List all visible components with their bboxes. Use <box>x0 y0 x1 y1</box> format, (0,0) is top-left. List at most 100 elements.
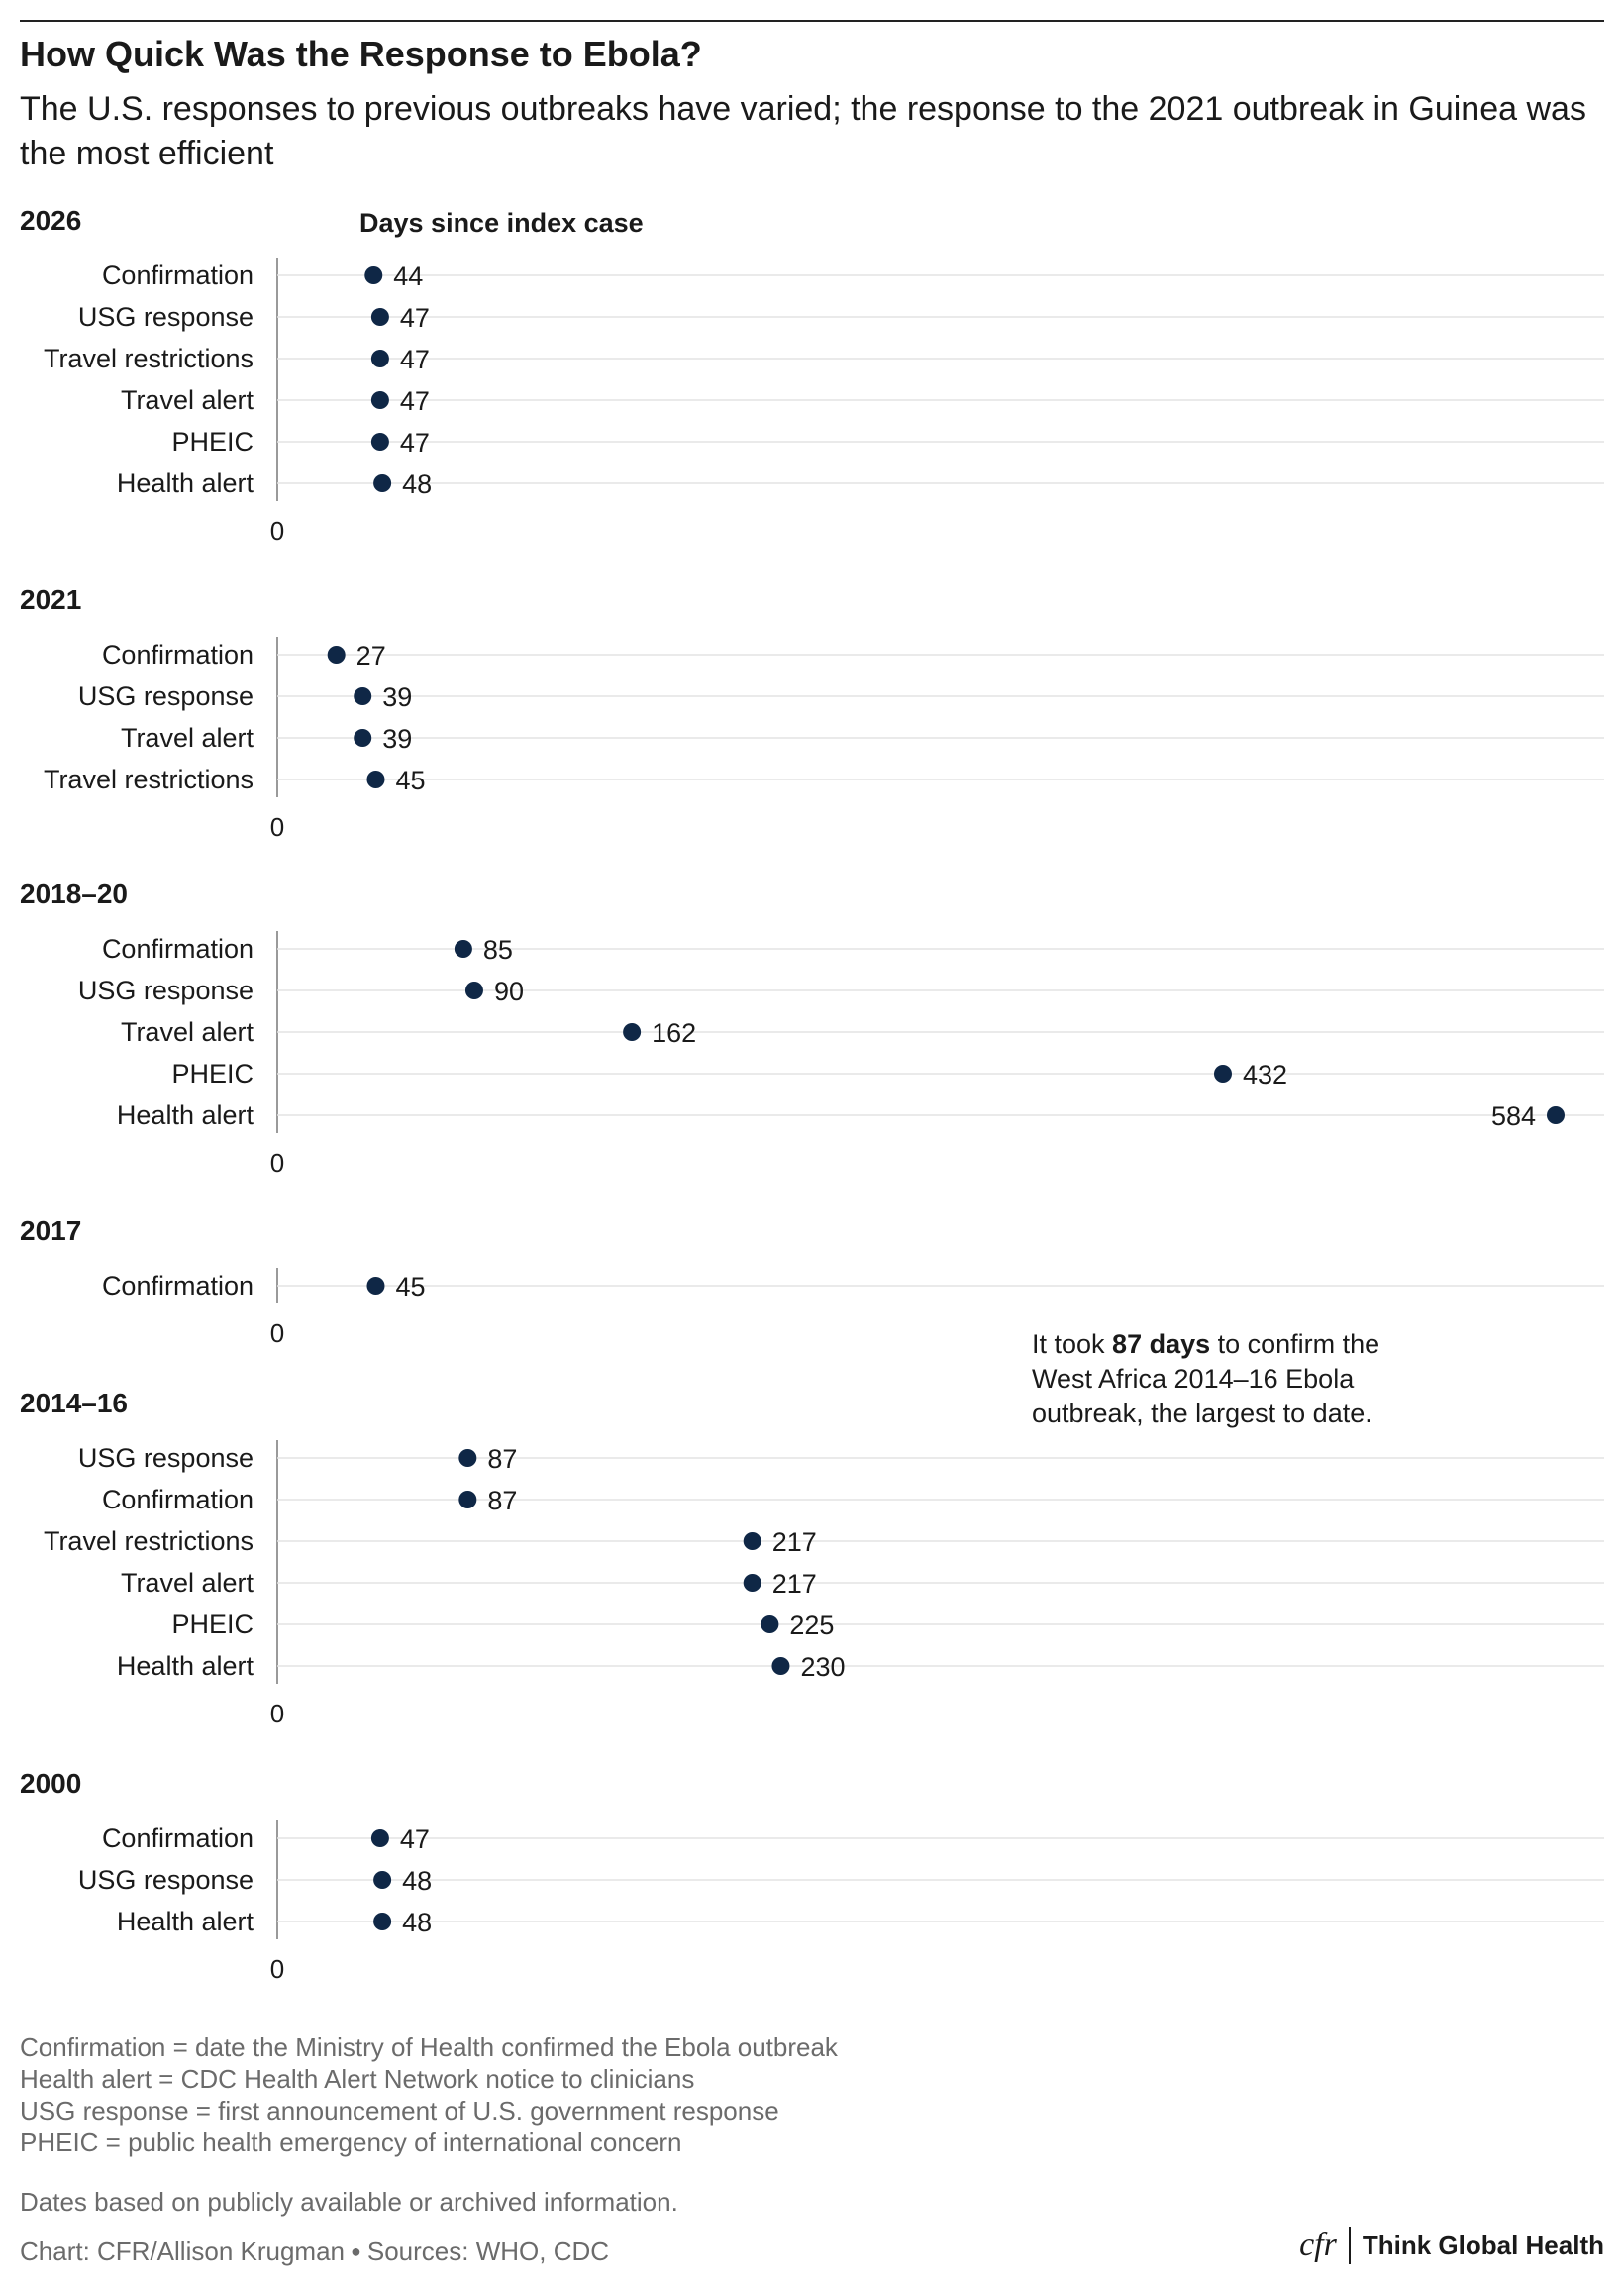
row-label-2014-16-usg-response: USG response <box>78 1443 254 1473</box>
page-subtitle: The U.S. responses to previous outbreaks… <box>20 90 1586 172</box>
data-point-2026-travel-restrictions <box>370 350 389 367</box>
brand-separator <box>1348 2227 1351 2264</box>
data-point-2014-16-pheic <box>761 1615 779 1633</box>
row-label-2000-health-alert: Health alert <box>117 1907 254 1936</box>
data-label-2026-confirmation: 44 <box>393 261 423 291</box>
row-label-2014-16-pheic: PHEIC <box>171 1610 254 1639</box>
data-note: Dates based on publicly available or arc… <box>20 2187 678 2217</box>
data-point-2014-16-travel-restrictions <box>743 1532 761 1550</box>
data-label-2026-travel-alert: 47 <box>400 386 430 416</box>
group-title-2021: 2021 <box>20 584 81 615</box>
data-point-2014-16-usg-response <box>458 1449 477 1467</box>
footnotes: Confirmation = date the Ministry of Heal… <box>20 2031 838 2158</box>
data-label-2018-20-health-alert: 584 <box>1491 1101 1536 1131</box>
data-label-2021-confirmation: 27 <box>356 641 386 671</box>
bullet-separator: ● <box>351 2241 361 2261</box>
data-label-2021-travel-restrictions: 45 <box>395 766 425 795</box>
data-label-2014-16-travel-restrictions: 217 <box>772 1527 817 1557</box>
row-label-2014-16-travel-restrictions: Travel restrictions <box>44 1526 254 1556</box>
data-label-2014-16-travel-alert: 217 <box>772 1569 817 1599</box>
data-label-2014-16-confirmation: 87 <box>487 1486 517 1515</box>
row-label-2014-16-confirmation: Confirmation <box>102 1485 254 1514</box>
row-label-2026-travel-restrictions: Travel restrictions <box>44 344 254 373</box>
row-label-2000-usg-response: USG response <box>78 1865 254 1895</box>
footnote-confirmation: Confirmation = date the Ministry of Heal… <box>20 2032 838 2062</box>
row-label-2021-travel-alert: Travel alert <box>121 723 254 753</box>
row-label-2026-pheic: PHEIC <box>171 427 254 457</box>
data-label-2000-usg-response: 48 <box>402 1866 432 1896</box>
row-label-2021-travel-restrictions: Travel restrictions <box>44 765 254 794</box>
data-label-2018-20-travel-alert: 162 <box>652 1018 696 1048</box>
brand-name: Think Global Health <box>1362 2230 1604 2260</box>
data-point-2026-pheic <box>370 433 389 451</box>
data-point-2026-confirmation <box>364 266 383 284</box>
group-title-2000: 2000 <box>20 1768 81 1799</box>
x-tick-label-2017: 0 <box>270 1318 284 1348</box>
data-point-2021-travel-restrictions <box>366 771 385 788</box>
x-tick-label-2000: 0 <box>270 1954 284 1984</box>
data-point-2018-20-health-alert <box>1547 1106 1565 1124</box>
data-point-2014-16-health-alert <box>771 1657 790 1675</box>
credit-line: Chart: CFR/Allison Krugman ● Sources: WHO,… <box>20 2236 609 2267</box>
data-point-2014-16-travel-alert <box>743 1574 761 1592</box>
top-rule <box>20 20 1604 22</box>
row-label-2014-16-travel-alert: Travel alert <box>121 1568 254 1598</box>
row-label-2018-20-health-alert: Health alert <box>117 1100 254 1130</box>
group-title-2017: 2017 <box>20 1215 81 1246</box>
data-label-2000-confirmation: 47 <box>400 1824 430 1854</box>
row-label-2018-20-confirmation: Confirmation <box>102 934 254 964</box>
data-label-2014-16-pheic: 225 <box>789 1611 834 1640</box>
data-label-2026-usg-response: 47 <box>400 303 430 333</box>
data-label-2018-20-usg-response: 90 <box>494 977 524 1006</box>
row-label-2017-confirmation: Confirmation <box>102 1271 254 1300</box>
data-point-2021-travel-alert <box>354 729 372 747</box>
row-label-2014-16-health-alert: Health alert <box>117 1651 254 1681</box>
row-label-2026-confirmation: Confirmation <box>102 260 254 290</box>
data-label-2021-travel-alert: 39 <box>382 724 412 754</box>
x-tick-label-2021: 0 <box>270 812 284 842</box>
footnote-usg-response: USG response = first announcement of U.S… <box>20 2096 779 2126</box>
chart-credit: Chart: CFR/Allison Krugman <box>20 2236 345 2266</box>
footnote-pheic: PHEIC = public health emergency of inter… <box>20 2128 682 2157</box>
group-title-2026: 2026 <box>20 205 81 236</box>
data-point-2026-travel-alert <box>370 391 389 409</box>
sources-credit: Sources: WHO, CDC <box>366 2236 610 2266</box>
cfr-logo: cfr <box>1299 2227 1337 2263</box>
row-label-2021-confirmation: Confirmation <box>102 640 254 670</box>
data-point-2026-health-alert <box>373 474 392 492</box>
axis-title: Days since index case <box>359 208 644 238</box>
data-point-2014-16-confirmation <box>458 1491 477 1508</box>
data-point-2017-confirmation <box>366 1277 385 1295</box>
data-point-2018-20-usg-response <box>464 982 483 999</box>
x-tick-label-2018-20: 0 <box>270 1148 284 1178</box>
row-label-2018-20-travel-alert: Travel alert <box>121 1017 254 1047</box>
data-point-2021-usg-response <box>354 687 372 705</box>
row-label-2026-travel-alert: Travel alert <box>121 385 254 415</box>
data-label-2026-travel-restrictions: 47 <box>400 345 430 374</box>
group-title-2018-20: 2018–20 <box>20 879 128 909</box>
data-label-2021-usg-response: 39 <box>382 682 412 712</box>
group-title-2014-16: 2014–16 <box>20 1388 128 1418</box>
data-label-2026-health-alert: 48 <box>402 469 432 499</box>
data-label-2017-confirmation: 45 <box>395 1272 425 1301</box>
response-dot-chart: Days since index case 2026 0 Confirmation 44… <box>20 205 1604 1984</box>
annotation-text: It took 87 days to confirm the West Afric… <box>1032 1329 1379 1428</box>
data-label-2000-health-alert: 48 <box>402 1908 432 1937</box>
row-label-2000-confirmation: Confirmation <box>102 1823 254 1853</box>
data-label-2014-16-health-alert: 230 <box>800 1652 845 1682</box>
data-point-2026-usg-response <box>370 308 389 326</box>
row-label-2021-usg-response: USG response <box>78 681 254 711</box>
data-point-2000-usg-response <box>373 1871 392 1889</box>
data-point-2018-20-travel-alert <box>623 1023 642 1041</box>
data-point-2000-health-alert <box>373 1913 392 1930</box>
data-label-2018-20-confirmation: 85 <box>483 935 513 965</box>
row-label-2026-usg-response: USG response <box>78 302 254 332</box>
brand[interactable]: cfr Think Global Health <box>1299 2227 1604 2264</box>
row-label-2018-20-pheic: PHEIC <box>171 1059 254 1089</box>
footnote-health-alert: Health alert = CDC Health Alert Network … <box>20 2064 695 2094</box>
x-tick-label-2026: 0 <box>270 516 284 546</box>
data-point-2000-confirmation <box>370 1829 389 1847</box>
data-label-2018-20-pheic: 432 <box>1243 1060 1287 1090</box>
data-point-2018-20-confirmation <box>454 940 472 958</box>
data-label-2014-16-usg-response: 87 <box>487 1444 517 1474</box>
